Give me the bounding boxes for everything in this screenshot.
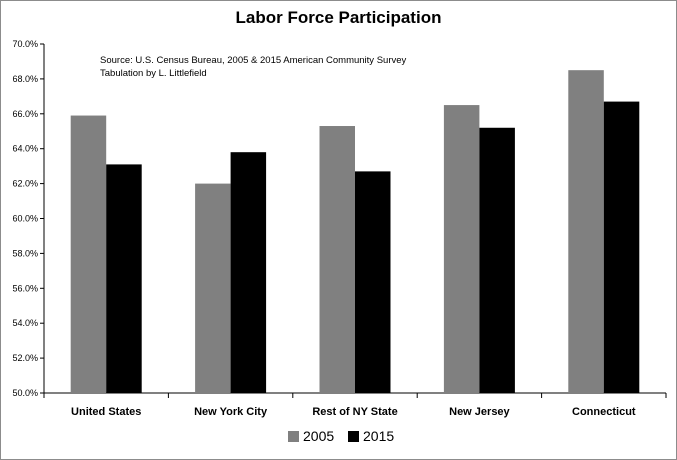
bar-2005 — [568, 70, 604, 394]
legend-swatch-2015 — [348, 431, 359, 442]
legend-label-2005: 2005 — [303, 428, 334, 444]
legend-swatch-2005 — [288, 431, 299, 442]
bar-2005 — [70, 115, 107, 394]
category-label: New Jersey — [449, 406, 510, 418]
y-tick-label: 70.0% — [12, 39, 38, 49]
chart-title: Labor Force Participation — [235, 8, 442, 27]
bar-2015 — [479, 127, 515, 393]
legend-label-2015: 2015 — [363, 428, 394, 444]
category-label: New York City — [194, 406, 268, 418]
y-tick-label: 62.0% — [12, 179, 38, 189]
y-tick-label: 60.0% — [12, 214, 38, 224]
y-tick-label: 50.0% — [12, 388, 38, 398]
category-label: United States — [71, 406, 141, 418]
source-note-line: Tabulation by L. Littlefield — [100, 68, 207, 79]
bar-2015 — [230, 152, 267, 393]
category-label: Connecticut — [572, 406, 636, 418]
bar-2005 — [195, 183, 231, 393]
bar-2015 — [355, 171, 391, 393]
bar-2015 — [106, 164, 142, 393]
bar-2005 — [443, 105, 480, 393]
y-tick-label: 52.0% — [12, 353, 38, 363]
category-label: Rest of NY State — [312, 406, 397, 418]
y-tick-label: 68.0% — [12, 74, 38, 84]
y-tick-label: 66.0% — [12, 109, 38, 119]
source-note-line: Source: U.S. Census Bureau, 2005 & 2015 … — [100, 55, 407, 66]
y-tick-label: 64.0% — [12, 144, 38, 154]
bar-2005 — [319, 126, 355, 393]
y-tick-label: 54.0% — [12, 318, 38, 328]
bar-2015 — [603, 101, 640, 394]
y-tick-label: 58.0% — [12, 248, 38, 258]
y-tick-label: 56.0% — [12, 283, 38, 293]
